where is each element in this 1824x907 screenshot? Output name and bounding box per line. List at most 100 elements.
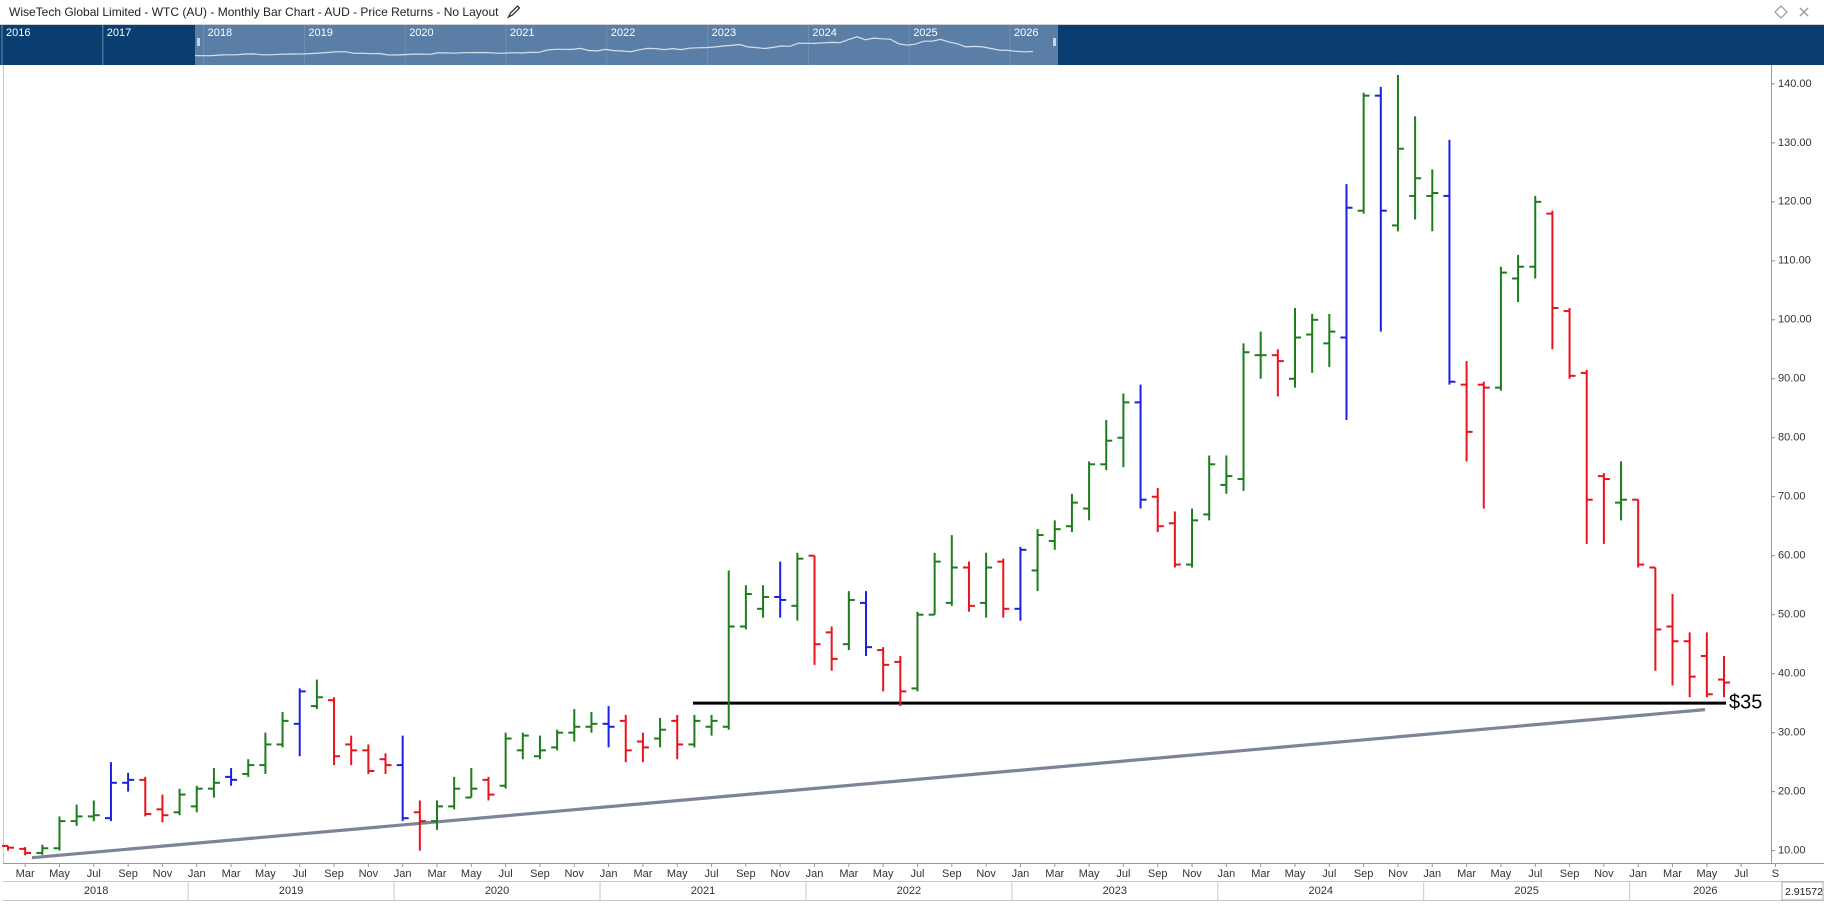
edit-icon-shape[interactable]: [507, 5, 521, 19]
ohlc-bar: [310, 679, 323, 710]
ohlc-bar: [1203, 455, 1216, 521]
x-tick-label: Sep: [736, 868, 756, 880]
x-tick-label: Nov: [1182, 868, 1202, 880]
ohlc-bar: [619, 714, 632, 763]
ohlc-bar: [431, 800, 443, 830]
ohlc-bar: [1186, 508, 1199, 568]
navigator-handle[interactable]: [1053, 38, 1056, 46]
ohlc-bar: [1615, 461, 1628, 521]
x-tick-label: Nov: [770, 868, 790, 880]
ohlc-bar: [1340, 184, 1353, 421]
ohlc-bar: [173, 788, 186, 816]
ohlc-bar: [104, 762, 117, 822]
ohlc-bar: [1443, 139, 1456, 385]
x-tick-label: Sep: [118, 868, 138, 880]
ohlc-bar: [465, 768, 478, 799]
ohlc-bar: [1323, 313, 1336, 367]
x-tick-label: S: [1772, 868, 1779, 880]
ohlc-bar: [87, 800, 100, 822]
x-tick-label: Sep: [530, 868, 550, 880]
ohlc-bar: [190, 785, 203, 813]
ohlc-bar: [688, 714, 701, 748]
x-tick-label: Jul: [87, 868, 101, 880]
chart-title: WiseTech Global Limited - WTC (AU) - Mon…: [9, 5, 499, 19]
x-tick-label: Jan: [394, 868, 412, 880]
ohlc-bar: [1134, 384, 1147, 509]
navigator-handle[interactable]: [197, 38, 200, 46]
ohlc-bar: [242, 759, 255, 777]
ohlc-bar: [911, 611, 924, 692]
x-tick-label: Jan: [188, 868, 206, 880]
ohlc-bar: [585, 712, 598, 733]
y-tick-label: 110.00: [1778, 255, 1811, 267]
ohlc-bar: [156, 794, 169, 823]
navigator-year: 2018: [208, 27, 232, 39]
corner-readout: 2.91572: [1785, 886, 1823, 898]
ohlc-bar: [1391, 75, 1404, 232]
x-tick-label: Mar: [1045, 868, 1064, 880]
x-tick-label: Sep: [1354, 868, 1374, 880]
ohlc-bar: [1563, 307, 1576, 379]
x-tick-label: Jul: [1116, 868, 1130, 880]
ohlc-bar: [1065, 493, 1078, 533]
ohlc-bar: [1597, 473, 1610, 544]
x-tick-label: May: [255, 868, 276, 880]
navigator-year: 2025: [913, 27, 937, 39]
ohlc-bar: [1683, 632, 1696, 698]
x-tick-label: May: [1491, 868, 1512, 880]
ohlc-bar: [1718, 655, 1730, 698]
ohlc-bar: [722, 570, 735, 730]
ohlc-bar: [1117, 393, 1130, 468]
ohlc-bar: [825, 626, 838, 671]
ohlc-bar: [19, 847, 32, 856]
x-tick-label: Jan: [1217, 868, 1235, 880]
x-tick-label: Mar: [1663, 868, 1682, 880]
edit-icon[interactable]: [507, 5, 521, 19]
x-tick-label: Jan: [1629, 868, 1647, 880]
ohlc-bar: [636, 732, 649, 763]
ohlc-bar: [1220, 455, 1233, 494]
navigator-year: 2021: [510, 27, 534, 39]
y-tick-label: 20.00: [1778, 786, 1806, 798]
ohlc-bar: [1271, 349, 1284, 397]
ohlc-bar: [1168, 511, 1181, 568]
x-tick-label: Sep: [942, 868, 962, 880]
ohlc-bar: [791, 552, 804, 621]
close-icon[interactable]: [1799, 7, 1809, 17]
x-tick-label: May: [1696, 868, 1717, 880]
ohlc-bar: [757, 585, 770, 618]
navigator-window[interactable]: [195, 25, 1058, 65]
navigator-year: 2020: [409, 27, 433, 39]
ohlc-bar: [1357, 92, 1370, 214]
ohlc-bar: [1237, 343, 1250, 491]
ohlc-bar: [1014, 546, 1027, 621]
ohlc-bar: [362, 744, 375, 774]
x-tick-label: Jul: [705, 868, 719, 880]
ohlc-bar: [808, 554, 821, 665]
x-tick-label: Sep: [1148, 868, 1168, 880]
ohlc-bar: [551, 729, 564, 751]
y-tick-label: 50.00: [1778, 609, 1806, 621]
x-tick-label: May: [667, 868, 688, 880]
ohlc-bar: [2, 844, 14, 851]
link-icon[interactable]: [1774, 5, 1788, 19]
ohlc-bar: [1374, 86, 1387, 332]
ohlc-bar: [1031, 529, 1044, 592]
ohlc-bar: [877, 647, 890, 692]
x-tick-label: Mar: [16, 868, 35, 880]
ohlc-bar: [293, 688, 306, 757]
navigator-year: 2019: [308, 27, 332, 39]
x-tick-label: Jul: [910, 868, 924, 880]
x-tick-label: May: [49, 868, 70, 880]
x-tick-label: Nov: [976, 868, 996, 880]
ohlc-bar: [276, 712, 289, 748]
ohlc-bar: [1048, 520, 1061, 550]
y-tick-label: 40.00: [1778, 668, 1806, 680]
x-tick-label: Sep: [324, 868, 344, 880]
ohlc-bar: [328, 697, 341, 766]
y-tick-label: 130.00: [1778, 137, 1812, 149]
year-label: 2023: [1103, 885, 1127, 897]
trend-line: [31, 708, 1706, 860]
